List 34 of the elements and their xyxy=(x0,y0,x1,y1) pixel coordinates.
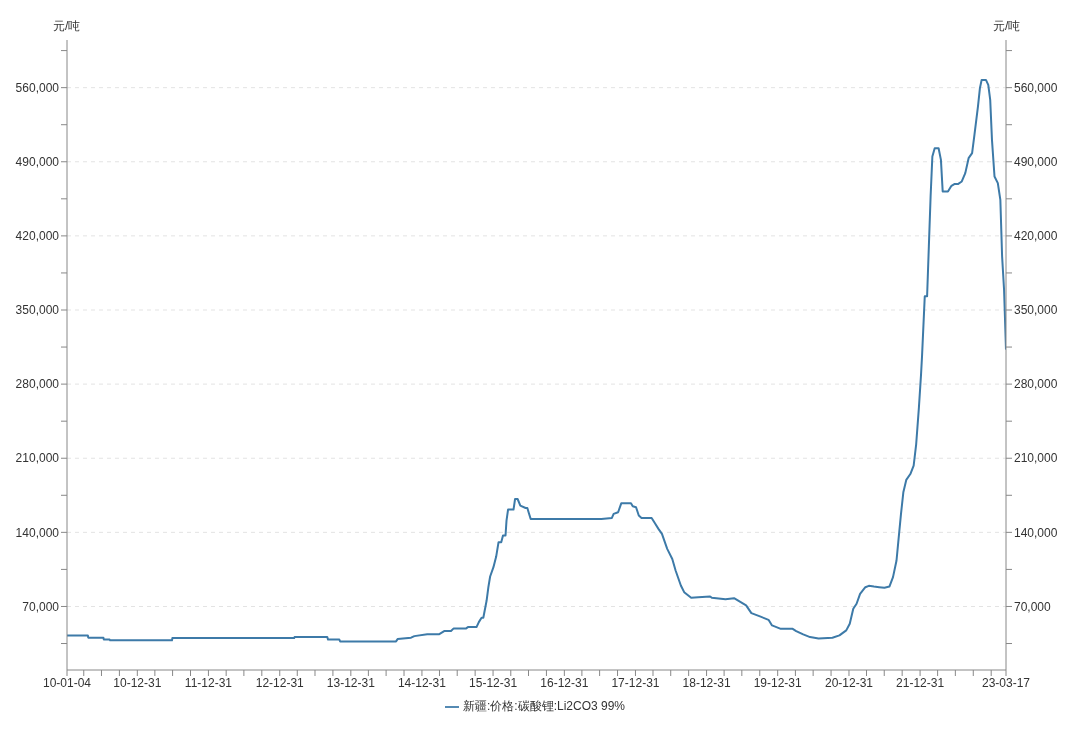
line-series xyxy=(67,78,1006,643)
y-tick-label: 70,000 xyxy=(22,599,60,614)
y-tick-label: 420,000 xyxy=(15,229,60,244)
y2-tick-label: 350,000 xyxy=(1014,303,1058,318)
y2-axis-title: 元/吨 xyxy=(993,18,1021,35)
y2-tick-label: 560,000 xyxy=(1014,80,1058,95)
x-tick-label: 13-12-31 xyxy=(326,675,376,690)
x-tick-label: 10-01-04 xyxy=(42,675,92,690)
x-tick-label: 23-03-17 xyxy=(981,675,1031,690)
x-tick-label: 17-12-31 xyxy=(611,675,660,690)
x-tick-label: 16-12-31 xyxy=(540,675,589,690)
x-tick-label: 20-12-31 xyxy=(824,675,874,690)
y2-tick-label: 420,000 xyxy=(1014,229,1058,244)
y-tick-label: 140,000 xyxy=(15,525,60,540)
x-tick-label: 12-12-31 xyxy=(255,675,305,690)
x-tick-label: 18-12-31 xyxy=(682,675,731,690)
x-tick-label: 11-12-31 xyxy=(184,675,233,690)
y2-tick-label: 490,000 xyxy=(1014,155,1058,170)
y2-tick-label: 70,000 xyxy=(1014,599,1052,614)
y-tick-label: 490,000 xyxy=(15,155,60,170)
x-tick-label: 14-12-31 xyxy=(397,675,447,690)
x-tick-label: 21-12-31 xyxy=(896,675,945,690)
y2-tick-label: 140,000 xyxy=(1014,525,1058,540)
y-tick-label: 350,000 xyxy=(15,303,60,318)
y-tick-label: 560,000 xyxy=(15,80,60,95)
y2-tick-label: 280,000 xyxy=(1014,377,1058,392)
y2-tick-label: 210,000 xyxy=(1014,451,1058,466)
y-axis-title: 元/吨 xyxy=(53,18,81,35)
legend-label: 新疆:价格:碳酸锂:Li2CO3 99% xyxy=(462,699,626,713)
x-tick-label: 10-12-31 xyxy=(113,675,162,690)
y-tick-label: 210,000 xyxy=(15,451,60,466)
y-tick-label: 280,000 xyxy=(15,377,60,392)
x-tick-label: 15-12-31 xyxy=(469,675,518,690)
x-tick-label: 19-12-31 xyxy=(753,675,803,690)
